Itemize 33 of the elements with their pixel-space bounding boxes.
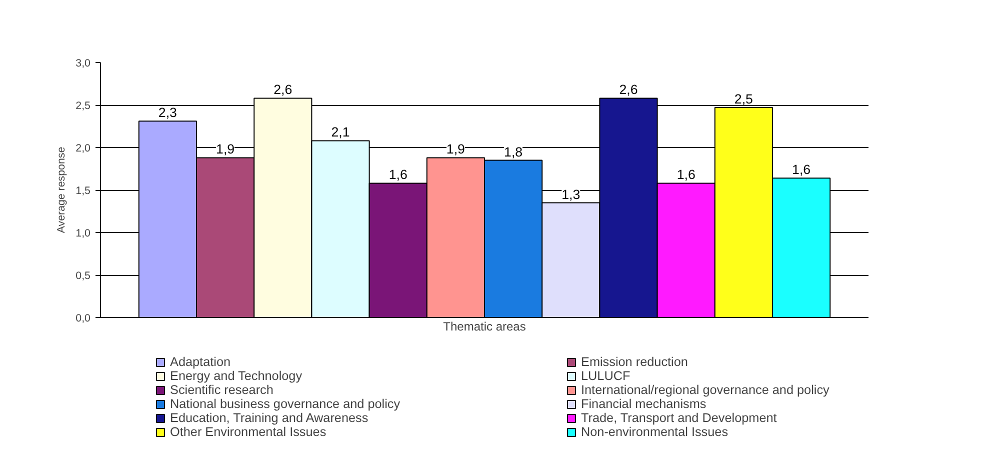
data-label: 1,3 [562, 186, 580, 202]
x-axis-title: Thematic areas [443, 320, 526, 334]
data-label: 2,6 [274, 82, 292, 98]
data-label: 1,6 [792, 162, 811, 178]
y-tick-label: 1,5 [76, 185, 91, 197]
data-label: 2,3 [158, 105, 177, 120]
legend-label: Trade, Transport and Development [581, 411, 778, 425]
y-tick-label: 0,5 [76, 270, 91, 282]
legend-label: International/regional governance and policy [581, 383, 830, 397]
data-label: 1,8 [504, 144, 523, 160]
legend-label: Financial mechanisms [581, 397, 708, 411]
data-label: 2,5 [734, 92, 753, 107]
legend-label: Education, Training and Awareness [170, 411, 370, 425]
data-label: 2,1 [331, 124, 350, 140]
legend-label: Scientific research [170, 383, 274, 397]
data-label: 1,6 [388, 167, 408, 182]
legend-label: Energy and Technology [170, 369, 304, 383]
y-tick-label: 2,0 [76, 142, 91, 154]
legend-label: Other Environmental Issues [170, 425, 328, 439]
legend-label: Adaptation [170, 355, 232, 369]
data-label: 1,9 [216, 142, 235, 157]
y-tick-label: 2,5 [76, 100, 91, 112]
legend-label: LULUCF [581, 369, 632, 383]
legend-label: Emission reduction [581, 355, 689, 369]
y-tick-label: 1,0 [76, 228, 91, 240]
legend-label: National business governance and policy [170, 397, 402, 411]
data-label: 1,6 [676, 167, 696, 182]
data-label: 1,9 [446, 142, 465, 157]
legend-label: Non-environmental Issues [581, 425, 730, 439]
y-axis-title: Average response [56, 146, 68, 234]
y-tick-label: 3,0 [76, 58, 91, 70]
data-label: 2,6 [619, 82, 638, 98]
y-tick-label: 0,0 [76, 312, 91, 324]
